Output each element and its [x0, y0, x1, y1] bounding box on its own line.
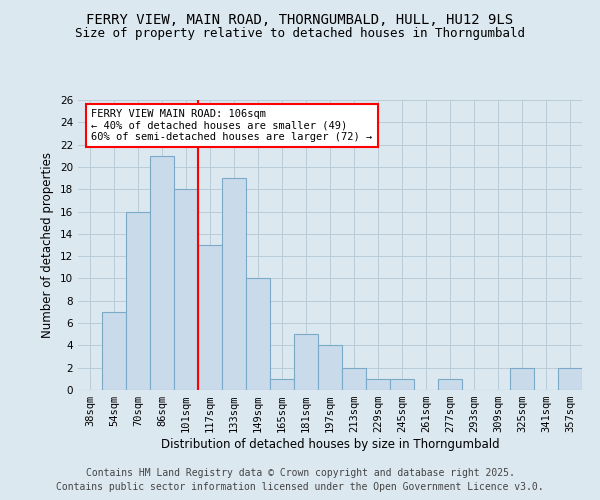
- Bar: [342, 368, 366, 390]
- X-axis label: Distribution of detached houses by size in Thorngumbald: Distribution of detached houses by size …: [161, 438, 499, 451]
- Bar: [150, 156, 174, 390]
- Text: Contains public sector information licensed under the Open Government Licence v3: Contains public sector information licen…: [56, 482, 544, 492]
- Bar: [198, 245, 222, 390]
- Y-axis label: Number of detached properties: Number of detached properties: [41, 152, 55, 338]
- Bar: [390, 379, 414, 390]
- Bar: [222, 178, 246, 390]
- Bar: [174, 189, 198, 390]
- Bar: [510, 368, 534, 390]
- Bar: [438, 379, 462, 390]
- Bar: [366, 379, 390, 390]
- Text: FERRY VIEW MAIN ROAD: 106sqm
← 40% of detached houses are smaller (49)
60% of se: FERRY VIEW MAIN ROAD: 106sqm ← 40% of de…: [91, 109, 373, 142]
- Bar: [102, 312, 126, 390]
- Bar: [246, 278, 270, 390]
- Text: FERRY VIEW, MAIN ROAD, THORNGUMBALD, HULL, HU12 9LS: FERRY VIEW, MAIN ROAD, THORNGUMBALD, HUL…: [86, 12, 514, 26]
- Bar: [126, 212, 150, 390]
- Bar: [294, 334, 318, 390]
- Text: Size of property relative to detached houses in Thorngumbald: Size of property relative to detached ho…: [75, 28, 525, 40]
- Bar: [270, 379, 294, 390]
- Bar: [318, 346, 342, 390]
- Text: Contains HM Land Registry data © Crown copyright and database right 2025.: Contains HM Land Registry data © Crown c…: [86, 468, 514, 477]
- Bar: [558, 368, 582, 390]
